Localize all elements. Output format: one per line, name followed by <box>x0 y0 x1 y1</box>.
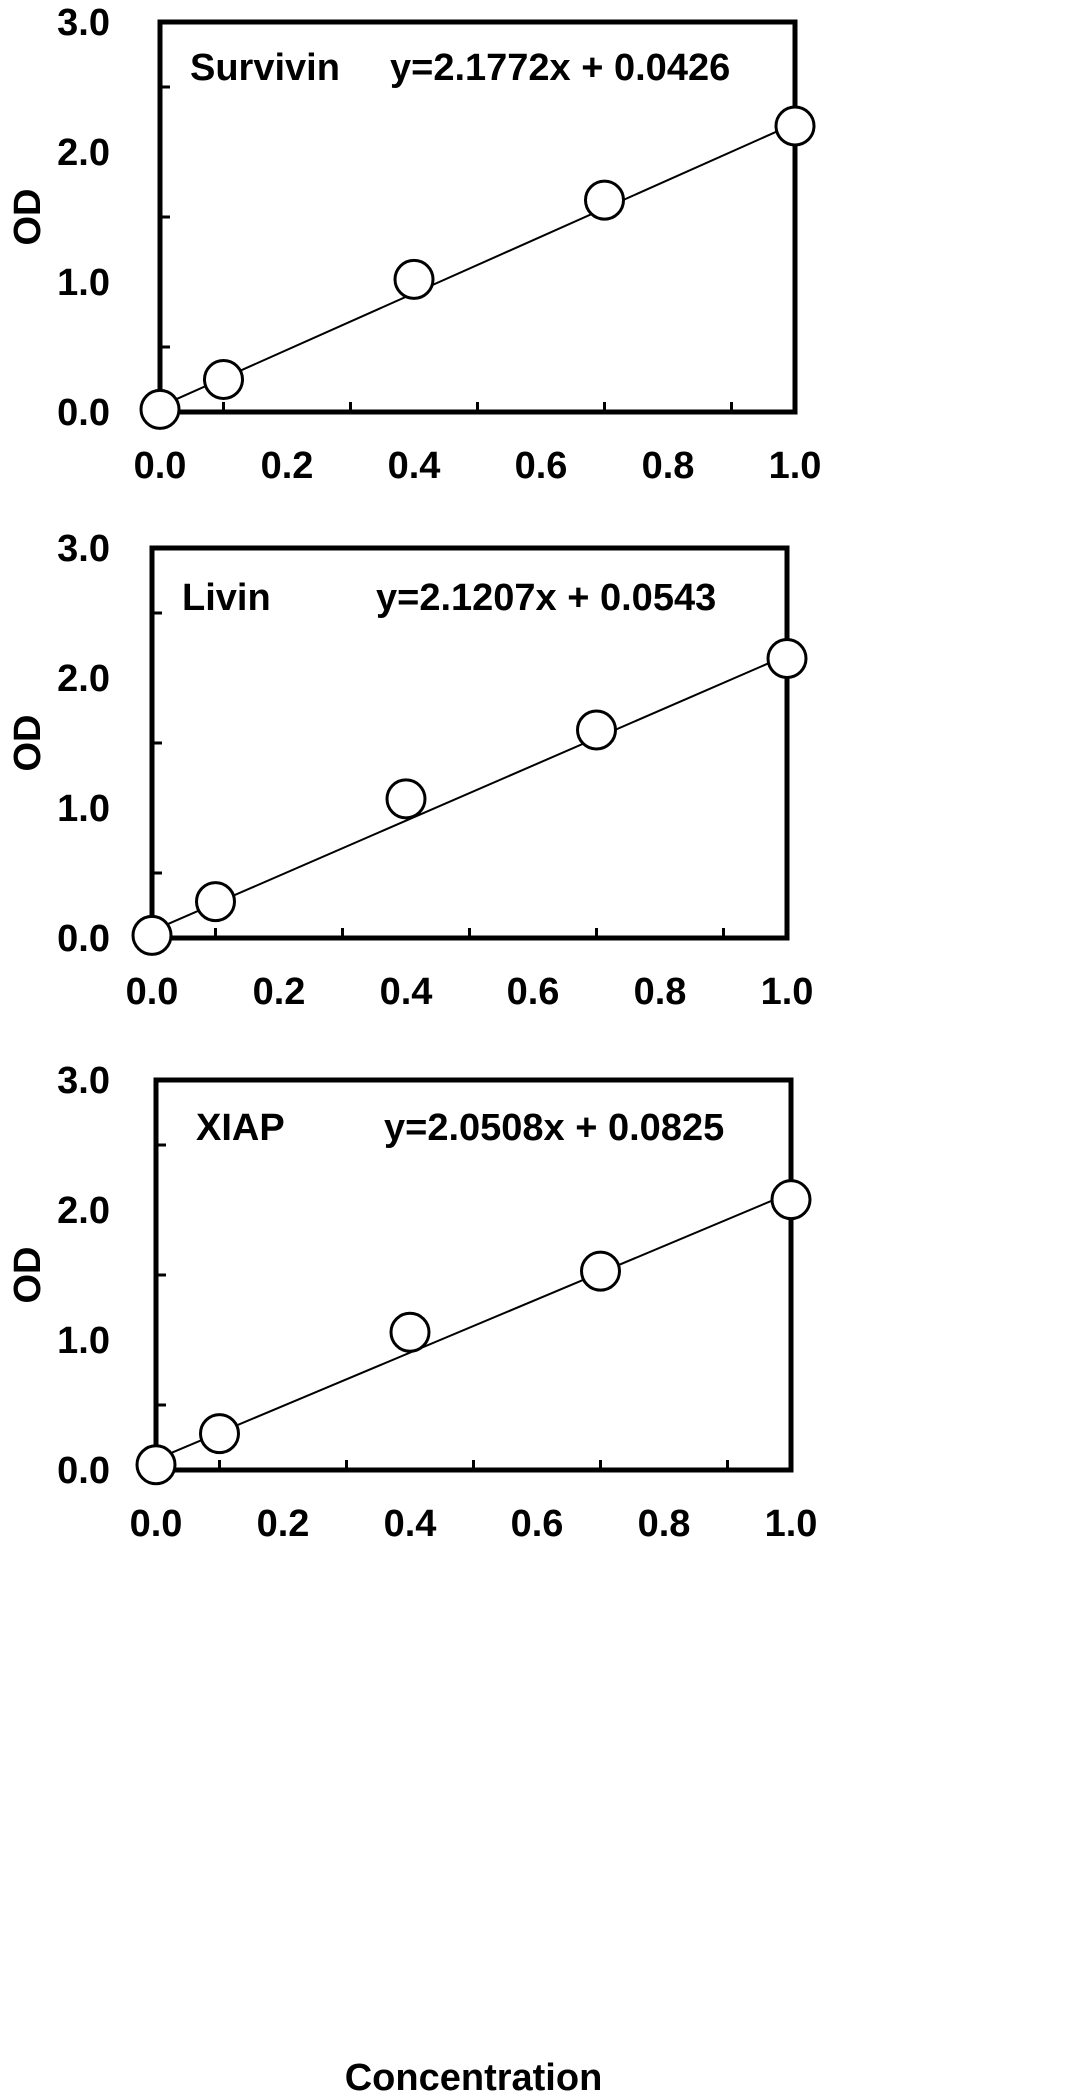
fit-line <box>151 654 788 932</box>
x-tick-label: 0.4 <box>380 971 433 1013</box>
data-point <box>580 1250 621 1292</box>
data-point <box>131 914 173 956</box>
y-tick-label: 0.0 <box>57 392 110 434</box>
fit-line <box>155 1191 792 1461</box>
x-tick-label: 0.2 <box>257 1503 310 1545</box>
data-point <box>203 359 244 400</box>
y-axis-title: OD <box>7 189 49 246</box>
data-point <box>576 709 617 751</box>
x-tick-label: 0.0 <box>134 445 187 487</box>
data-point <box>385 778 427 820</box>
data-point <box>389 1311 431 1353</box>
fit-equation: y=2.1772x + 0.0426 <box>390 47 730 89</box>
x-tick-label: 1.0 <box>761 971 814 1013</box>
x-tick-label: 0.2 <box>261 445 314 487</box>
panel-name: XIAP <box>196 1107 285 1149</box>
data-point <box>584 179 625 221</box>
y-axis-title: OD <box>7 1247 49 1304</box>
x-tick-label: 0.8 <box>638 1503 691 1545</box>
chart-panel-livin: 0.0 0.2 0.4 0.6 0.8 1.0 0.0 1.0 2.0 3.0 OD Livin y=2… <box>7 528 813 1013</box>
x-tick-label: 0.6 <box>515 445 568 487</box>
x-tick-label: 0.0 <box>130 1503 183 1545</box>
data-point <box>139 388 181 430</box>
x-tick-label: 0.6 <box>511 1503 564 1545</box>
x-axis-title: Concentration <box>345 2057 603 2099</box>
y-tick-label: 1.0 <box>57 788 110 830</box>
panel-name: Survivin <box>190 47 340 89</box>
data-point <box>774 105 816 147</box>
panel-name: Livin <box>182 577 271 619</box>
y-tick-label: 1.0 <box>57 262 110 304</box>
x-tick-label: 1.0 <box>765 1503 818 1545</box>
data-point <box>766 638 808 679</box>
y-tick-label: 0.0 <box>57 1450 110 1492</box>
y-tick-label: 1.0 <box>57 1320 110 1362</box>
fit-equation: y=2.1207x + 0.0543 <box>376 577 716 619</box>
y-tick-label: 3.0 <box>57 2 110 44</box>
x-tick-label: 0.8 <box>634 971 687 1013</box>
data-point <box>199 1413 240 1455</box>
x-tick-label: 0.8 <box>642 445 695 487</box>
data-point <box>770 1179 812 1221</box>
y-tick-label: 2.0 <box>57 132 110 174</box>
y-tick-label: 2.0 <box>57 658 110 700</box>
y-axis-title: OD <box>7 715 49 772</box>
y-tick-label: 2.0 <box>57 1190 110 1232</box>
y-tick-label: 3.0 <box>57 1060 110 1102</box>
fit-line <box>159 122 796 408</box>
x-tick-label: 0.6 <box>507 971 560 1013</box>
x-tick-label: 0.4 <box>388 445 441 487</box>
x-tick-label: 0.0 <box>126 971 179 1013</box>
fit-equation: y=2.0508x + 0.0825 <box>384 1107 724 1149</box>
data-point <box>195 881 236 923</box>
data-point <box>135 1444 177 1486</box>
y-tick-label: 3.0 <box>57 528 110 570</box>
y-tick-label: 0.0 <box>57 918 110 960</box>
x-tick-label: 1.0 <box>769 445 822 487</box>
x-tick-label: 0.2 <box>253 971 306 1013</box>
x-tick-label: 0.4 <box>384 1503 437 1545</box>
chart-panel-xiap: 0.0 0.2 0.4 0.6 0.8 1.0 0.0 1.0 2.0 3.0 OD Concentr… <box>7 1060 817 2099</box>
data-point <box>393 258 435 300</box>
chart-panel-survivin: 0.0 0.2 0.4 0.6 0.8 1.0 0.0 1.0 2.0 3.0 OD Survivin… <box>7 2 821 487</box>
